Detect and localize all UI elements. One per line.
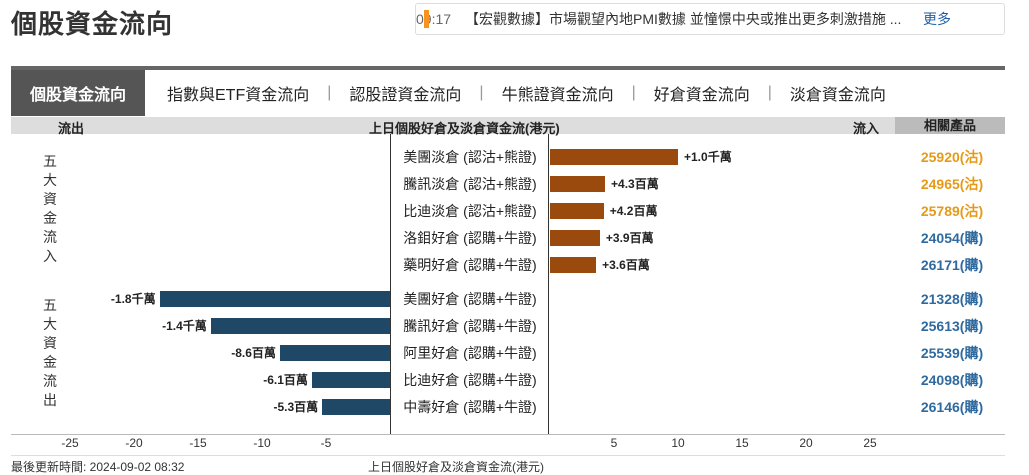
- ticker-accent: [424, 10, 429, 28]
- tab-separator: |: [479, 84, 484, 101]
- page-title: 個股資金流向: [11, 9, 174, 39]
- outflow-bar[interactable]: [311, 372, 390, 388]
- stock-name[interactable]: 藥明好倉 (認購+牛證): [403, 257, 537, 273]
- outflow-bar[interactable]: [322, 399, 390, 415]
- tab-separator: |: [327, 84, 332, 101]
- group-label-char: 流: [43, 229, 57, 245]
- inflow-bar[interactable]: [550, 257, 597, 273]
- x-tick-label: 20: [799, 436, 813, 450]
- product-code-link[interactable]: 21328(購): [920, 291, 984, 307]
- product-code-link[interactable]: 25920(沽): [920, 149, 984, 165]
- tab-label[interactable]: 好倉資金流向: [653, 87, 750, 104]
- outflow-header: 流出: [58, 121, 85, 136]
- last-updated: 最後更新時間: 2024-09-02 08:32: [11, 460, 185, 474]
- tab-label[interactable]: 淡倉資金流向: [789, 87, 886, 104]
- news-ticker[interactable]: 09:17 【宏觀數據】市場觀望內地PMI數據 並憧憬中央或推出更多刺激措施 .…: [415, 3, 1005, 35]
- x-tick-label: -20: [125, 436, 143, 450]
- x-tick-label: -25: [61, 436, 79, 450]
- bar-value-label: -1.4千萬: [162, 319, 207, 333]
- bar-value-label: +3.9百萬: [605, 231, 654, 245]
- stock-name[interactable]: 美團好倉 (認購+牛證): [403, 291, 537, 307]
- group-label-char: 資: [43, 191, 57, 207]
- group-label-char: 入: [43, 248, 57, 264]
- group-label-char: 金: [43, 210, 57, 226]
- tab-label[interactable]: 認股證資金流向: [349, 87, 462, 104]
- x-tick-label: 5: [610, 436, 618, 450]
- chart-divider-left: [390, 134, 391, 434]
- x-tick-label: -10: [253, 436, 271, 450]
- inflow-bar[interactable]: [550, 203, 604, 219]
- tab-bar: 個股資金流向 指數與ETF資金流向 | 認股證資金流向 | 牛熊證資金流向 | 好倉資金流向…: [11, 70, 1005, 116]
- chart-caption: 上日個股好倉及淡倉資金流(港元): [368, 460, 544, 474]
- stock-name[interactable]: 洛鉬好倉 (認購+牛證): [403, 230, 537, 246]
- inflow-header: 流入: [853, 121, 880, 136]
- tab-separator: |: [631, 84, 636, 101]
- product-code-link[interactable]: 24098(購): [920, 372, 984, 388]
- footer-divider: [11, 455, 1005, 456]
- group-label-char: 資: [43, 335, 57, 351]
- x-tick-label: 25: [863, 436, 877, 450]
- product-code-link[interactable]: 24054(購): [920, 230, 984, 246]
- related-products-header: 相關產品: [895, 117, 1005, 134]
- group-label-char: 五: [43, 297, 57, 313]
- bar-value-label: +4.2百萬: [609, 204, 658, 218]
- x-axis: [11, 434, 1005, 435]
- stock-name[interactable]: 比迪好倉 (認購+牛證): [403, 372, 537, 388]
- tab-item: 牛熊證資金流向 |: [502, 81, 654, 105]
- outflow-bar[interactable]: [210, 318, 390, 334]
- tab-item: 好倉資金流向 |: [654, 81, 790, 105]
- group-label-char: 大: [43, 316, 57, 332]
- tab-item: 指數與ETF資金流向 |: [145, 81, 349, 105]
- table-header: 流出 上日個股好倉及淡倉資金流(港元) 流入 相關產品: [11, 117, 1005, 136]
- group-label-char: 出: [43, 392, 57, 408]
- chart-header-title: 上日個股好倉及淡倉資金流(港元): [369, 121, 560, 136]
- ticker-time: 09:17: [416, 11, 452, 27]
- tab-item: 淡倉資金流向: [790, 81, 886, 105]
- chart-divider-right: [548, 134, 549, 434]
- bar-value-label: +4.3百萬: [611, 177, 659, 191]
- x-tick-label: 15: [735, 436, 749, 450]
- fund-flow-chart: 五大資金流入五大資金流出美團淡倉 (認沽+熊證) +1.0千萬 25920(沽) 騰訊…: [11, 134, 1005, 434]
- group-label-char: 大: [43, 172, 57, 188]
- outflow-bar[interactable]: [279, 345, 390, 361]
- product-code-link[interactable]: 25613(購): [920, 318, 984, 334]
- tab-separator: |: [767, 84, 772, 101]
- bar-value-label: -5.3百萬: [273, 400, 319, 414]
- group-label-char: 流: [43, 373, 57, 389]
- x-tick-label: -15: [189, 436, 207, 450]
- ticker-headline[interactable]: 【宏觀數據】市場觀望內地PMI數據 並憧憬中央或推出更多刺激措施 ...: [465, 11, 902, 27]
- stock-name[interactable]: 騰訊好倉 (認購+牛證): [403, 318, 537, 334]
- x-tick-label: 10: [671, 436, 685, 450]
- bar-value-label: -6.1百萬: [263, 373, 308, 387]
- tab-label[interactable]: 指數與ETF資金流向: [167, 87, 310, 104]
- product-code-link[interactable]: 24965(沽): [920, 176, 984, 192]
- product-code-link[interactable]: 26146(購): [920, 399, 984, 415]
- inflow-bar[interactable]: [550, 149, 678, 165]
- stock-name[interactable]: 比迪淡倉 (認沽+熊證): [403, 203, 537, 219]
- tab-stock-flow[interactable]: 個股資金流向: [11, 70, 145, 116]
- tab-bar-border: [11, 66, 1005, 70]
- group-label-char: 金: [43, 354, 57, 370]
- product-code-link[interactable]: 25789(沽): [920, 203, 984, 219]
- outflow-bar[interactable]: [159, 291, 390, 307]
- stock-name[interactable]: 中壽好倉 (認購+牛證): [403, 399, 537, 415]
- bar-value-label: +3.6百萬: [602, 258, 650, 272]
- stock-name[interactable]: 阿里好倉 (認購+牛證): [403, 345, 537, 361]
- bar-value-label: -1.8千萬: [110, 292, 156, 306]
- product-code-link[interactable]: 26171(購): [920, 257, 984, 273]
- tab-label[interactable]: 牛熊證資金流向: [501, 87, 614, 104]
- more-link[interactable]: 更多: [923, 11, 952, 27]
- stock-name[interactable]: 美團淡倉 (認沽+熊證): [403, 149, 537, 165]
- x-tick-label: -5: [320, 436, 332, 450]
- inflow-bar[interactable]: [550, 176, 606, 192]
- bar-value-label: -8.6百萬: [231, 346, 276, 360]
- tab-item: 認股證資金流向 |: [349, 81, 501, 105]
- product-code-link[interactable]: 25539(購): [920, 345, 984, 361]
- inflow-bar[interactable]: [550, 230, 600, 246]
- stock-name[interactable]: 騰訊淡倉 (認沽+熊證): [403, 176, 537, 192]
- bar-value-label: +1.0千萬: [684, 150, 732, 164]
- group-label-char: 五: [43, 153, 57, 169]
